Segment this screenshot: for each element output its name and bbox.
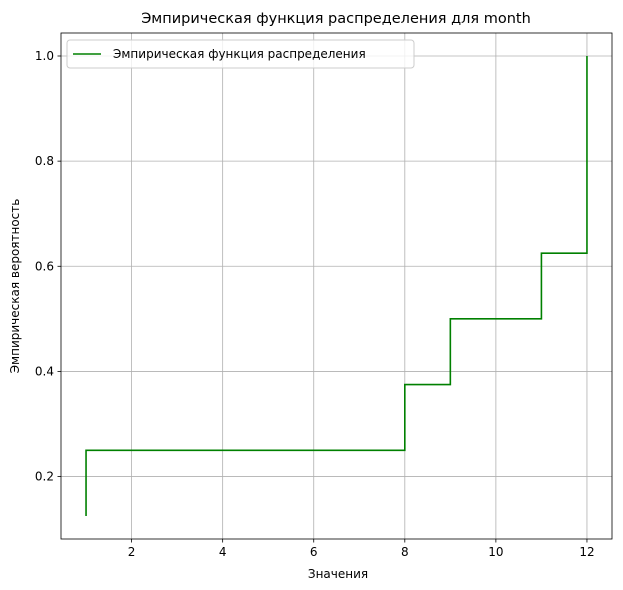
x-tick-label: 4 (219, 545, 227, 559)
x-axis-label: Значения (308, 567, 368, 581)
plot-frame (60, 32, 613, 540)
y-axis-label: Эмпирическая вероятность (8, 199, 22, 374)
x-tick-label: 10 (488, 545, 503, 559)
chart-title: Эмпирическая функция распределения для m… (141, 11, 531, 27)
legend-label-ecdf: Эмпирическая функция распределения (113, 47, 366, 61)
y-tick-label: 0.4 (35, 364, 54, 378)
x-tick-label: 8 (401, 545, 409, 559)
legend-box (66, 39, 415, 69)
plot-area (61, 33, 612, 539)
y-tick-label: 0.8 (35, 154, 54, 168)
y-tick-label: 1.0 (35, 49, 54, 63)
x-tick-label: 12 (579, 545, 594, 559)
y-axis: 0.2 0.4 0.6 0.8 1.0 (35, 49, 61, 484)
x-tick-label: 6 (310, 545, 318, 559)
series-layer (85, 56, 588, 516)
x-axis: 2 4 6 8 10 12 (128, 539, 595, 559)
x-tick-label: 2 (128, 545, 136, 559)
y-tick-label: 0.2 (35, 470, 54, 484)
y-tick-label: 0.6 (35, 259, 54, 273)
legend: Эмпирическая функция распределения (66, 39, 415, 69)
ecdf-step-line (85, 56, 588, 516)
